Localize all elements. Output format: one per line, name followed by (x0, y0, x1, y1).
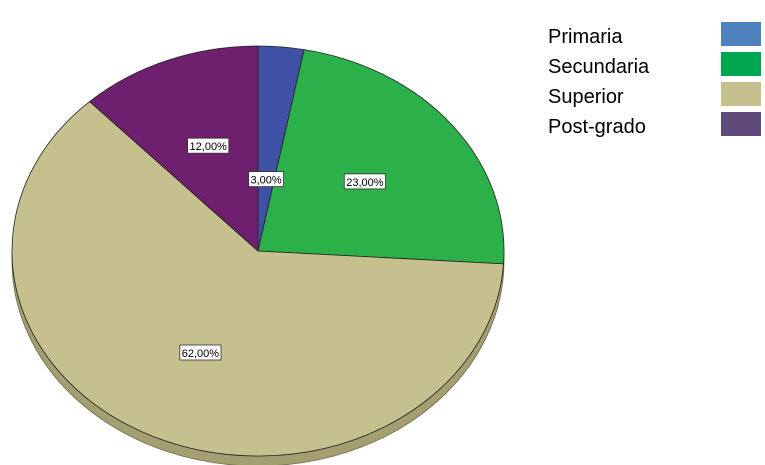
data-label-text-post-grado: 12,00% (190, 141, 228, 153)
legend-swatch-secundaria (721, 52, 761, 76)
pie-data-labels: 3,00% 23,00% 62,00% 12,00% (179, 137, 386, 361)
data-label-secundaria: 23,00% (343, 173, 386, 190)
data-label-text-secundaria: 23,00% (346, 177, 384, 189)
data-label-superior: 62,00% (179, 344, 222, 361)
data-label-text-superior: 62,00% (182, 348, 220, 360)
data-label-box-primaria (248, 171, 285, 188)
legend: Primaria Secundaria Superior Post-grado (548, 22, 761, 138)
legend-label-post-grado: Post-grado (548, 116, 646, 138)
data-label-primaria: 3,00% (248, 171, 285, 188)
data-label-box-post-grado (187, 137, 230, 154)
legend-item-post-grado: Post-grado (548, 112, 761, 138)
legend-item-secundaria: Secundaria (548, 52, 761, 78)
pie-slice-post-grado (88, 45, 259, 252)
legend-item-primaria: Primaria (548, 22, 761, 48)
legend-label-secundaria: Secundaria (548, 56, 650, 78)
legend-swatch-superior (721, 82, 761, 106)
legend-swatch-primaria (721, 22, 761, 46)
data-label-box-superior (179, 344, 222, 361)
pie-slice-secundaria (257, 49, 505, 265)
legend-label-primaria: Primaria (548, 26, 623, 48)
legend-swatch-post-grado (721, 112, 761, 136)
data-label-box-secundaria (343, 173, 386, 190)
legend-item-superior: Superior (548, 82, 761, 108)
data-label-post-grado: 12,00% (187, 137, 230, 154)
pie-slice-superior (11, 101, 504, 457)
pie-slices (11, 45, 505, 457)
data-label-text-primaria: 3,00% (250, 175, 281, 187)
legend-label-superior: Superior (548, 86, 624, 108)
